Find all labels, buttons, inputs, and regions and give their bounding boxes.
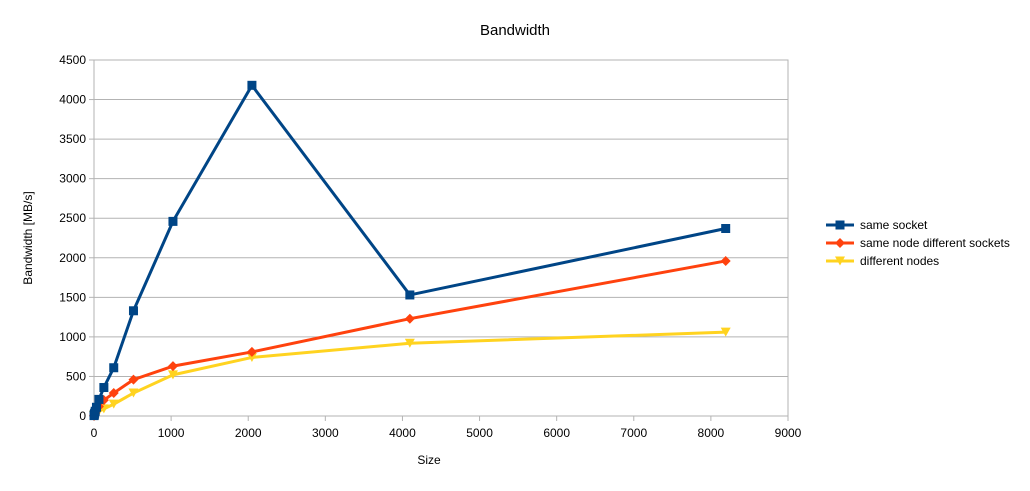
series-line [92, 83, 728, 418]
x-tick-label: 6000 [543, 426, 570, 440]
x-tick-label: 2000 [235, 426, 262, 440]
legend-marker [835, 256, 845, 266]
y-tick-label: 500 [66, 369, 86, 383]
data-point [128, 388, 139, 398]
data-point [247, 80, 257, 90]
legend-marker [835, 238, 845, 248]
x-tick-label: 1000 [158, 426, 185, 440]
y-tick-label: 2000 [59, 251, 86, 265]
data-point [404, 338, 415, 348]
x-axis-ticks: 0 1000 2000 3000 4000 5000 6000 7000 8000 9000 [91, 416, 802, 440]
y-tick-label: 3000 [59, 172, 86, 186]
x-axis-label: Size [417, 453, 441, 467]
data-point [167, 361, 178, 372]
y-tick-label: 4500 [59, 53, 86, 67]
data-point [108, 388, 119, 399]
data-point [109, 363, 119, 373]
y-tick-label: 1000 [59, 330, 86, 344]
data-point [99, 383, 109, 393]
series-same-node-different-sockets [89, 255, 731, 421]
data-point [720, 327, 731, 337]
y-tick-label: 0 [79, 409, 86, 423]
data-point [108, 399, 119, 409]
legend-label: same node different sockets [860, 236, 1010, 250]
legend: same socket same node different sockets di… [826, 218, 1010, 268]
data-point [168, 216, 178, 226]
data-point [404, 313, 415, 324]
x-tick-label: 3000 [312, 426, 339, 440]
y-axis-label: Bandwidth [MB/s] [21, 191, 35, 284]
x-tick-label: 9000 [775, 426, 802, 440]
x-tick-label: 5000 [466, 426, 493, 440]
x-tick-label: 4000 [389, 426, 416, 440]
y-tick-label: 2500 [59, 211, 86, 225]
series-layer [89, 80, 731, 421]
data-point [405, 290, 415, 300]
x-tick-label: 7000 [620, 426, 647, 440]
legend-label: different nodes [860, 254, 939, 268]
y-tick-label: 3500 [59, 132, 86, 146]
legend-label: same socket [860, 218, 928, 232]
data-point [128, 306, 138, 316]
chart-title: Bandwidth [480, 22, 550, 39]
y-tick-label: 4000 [59, 93, 86, 107]
legend-item: same socket [826, 218, 928, 232]
legend-item: same node different sockets [826, 236, 1010, 250]
legend-marker [835, 220, 845, 230]
data-point [246, 352, 257, 362]
legend-item: different nodes [826, 254, 939, 268]
data-point [91, 402, 101, 412]
plot-area-frame [93, 59, 789, 417]
data-point [246, 346, 257, 357]
series-different-nodes [89, 327, 731, 421]
series-same-socket [89, 80, 731, 421]
y-tick-label: 1500 [59, 290, 86, 304]
series-line [92, 259, 728, 418]
data-point [94, 394, 104, 404]
data-point [720, 255, 731, 266]
x-tick-label: 0 [91, 426, 98, 440]
data-point [128, 374, 139, 385]
data-point [167, 370, 178, 380]
data-point [721, 224, 731, 234]
y-axis-ticks: 0 500 1000 1500 2000 2500 3000 3500 4000 4500 [59, 53, 94, 423]
x-tick-label: 8000 [698, 426, 725, 440]
